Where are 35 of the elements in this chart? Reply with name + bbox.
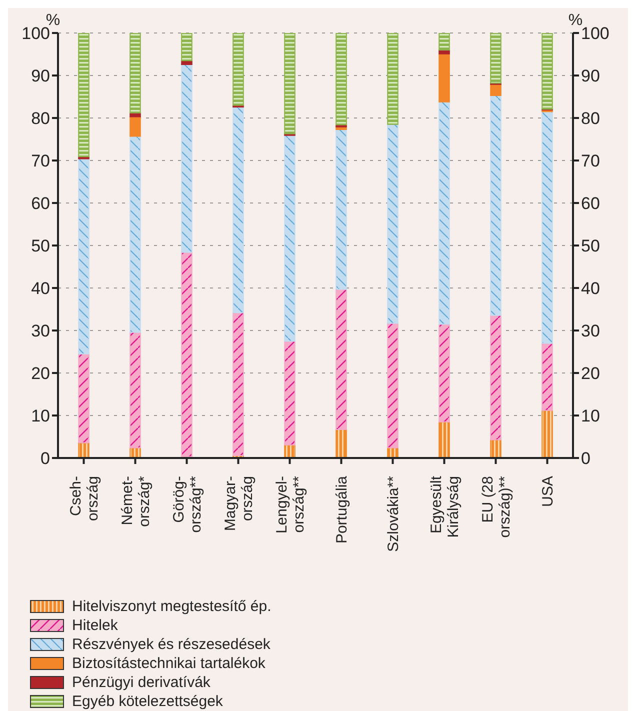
y2-tick-label: 100 xyxy=(581,24,610,44)
y2-axis-title: % xyxy=(568,12,583,29)
x-tick-label: Szlovákia** xyxy=(384,476,402,552)
y-tick-label: 60 xyxy=(31,194,50,214)
legend-label: Biztosítástechnikai tartalékok xyxy=(72,655,266,672)
y-tick-label: 80 xyxy=(31,109,50,128)
legend-label: Részvények és részesedések xyxy=(72,636,270,653)
y-tick-label: 50 xyxy=(31,236,50,256)
y2-tick-label: 70 xyxy=(581,152,600,171)
x-tick-label: Egyesült Királyság xyxy=(428,475,462,538)
y-tick-label: 90 xyxy=(31,66,50,86)
y2-tick-label: 50 xyxy=(581,236,600,256)
y-tick-label: 10 xyxy=(31,406,50,426)
legend-label: Pénzügyi derivatívák xyxy=(72,674,210,691)
y-tick-label: 70 xyxy=(31,152,50,171)
y2-tick-label: 30 xyxy=(581,322,600,341)
y2-tick-label: 40 xyxy=(581,279,600,298)
x-tick-label: Portugália xyxy=(333,475,350,544)
y-tick-label: 0 xyxy=(40,449,50,468)
y-tick-label: 100 xyxy=(22,24,50,44)
legend-label: Hitelek xyxy=(72,617,118,634)
y2-tick-label: 10 xyxy=(581,406,600,426)
x-tick-label: EU (28 ország)** xyxy=(479,476,514,538)
y2-tick-label: 60 xyxy=(581,194,600,214)
y-tick-label: 30 xyxy=(31,322,50,341)
y2-tick-label: 90 xyxy=(581,66,600,86)
legend-label: Egyéb kötelezettségek xyxy=(72,693,223,710)
y-tick-label: 40 xyxy=(31,279,50,298)
y2-tick-label: 80 xyxy=(581,109,600,128)
y2-tick-label: 20 xyxy=(581,364,600,384)
x-tick-label: USA xyxy=(539,476,556,507)
x-tick-label: Cseh- ország xyxy=(67,476,102,522)
legend-label: Hitelviszonyt megtestesítő ép. xyxy=(72,598,272,615)
y-tick-label: 20 xyxy=(31,364,50,384)
y2-tick-label: 0 xyxy=(581,449,590,468)
